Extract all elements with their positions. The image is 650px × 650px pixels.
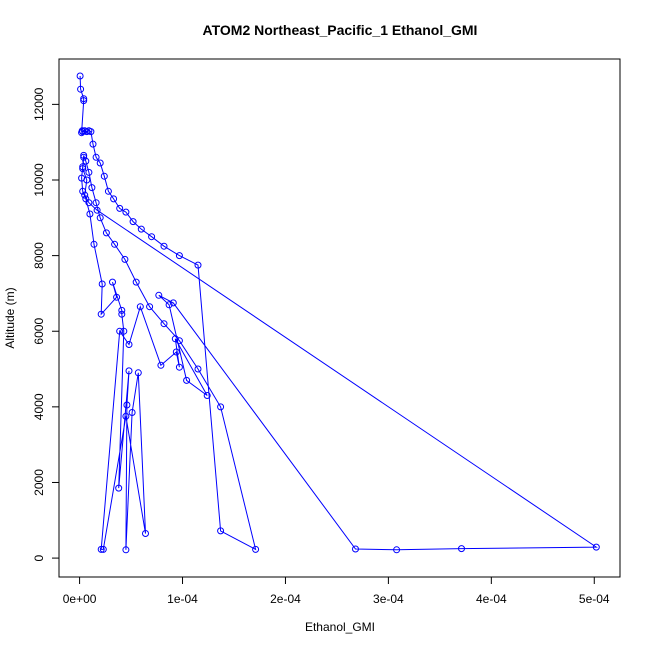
data-point (171, 335, 179, 343)
data-point (99, 545, 107, 553)
x-tick-label: 5e-04 (579, 592, 610, 606)
data-point (100, 172, 108, 180)
y-axis-label: Altitude (m) (3, 287, 17, 348)
data-point (88, 184, 96, 192)
data-point (104, 187, 112, 195)
data-point (118, 310, 126, 318)
y-tick-label: 6000 (32, 318, 46, 345)
data-point (175, 363, 183, 371)
data-point (92, 199, 100, 207)
data-point (148, 233, 156, 241)
chart-title: ATOM2 Northeast_Pacific_1 Ethanol_GMI (203, 22, 478, 38)
x-tick-label: 4e-04 (476, 592, 507, 606)
data-point (90, 240, 98, 248)
data-point (87, 128, 95, 136)
y-axis: 0 2000 4000 6000 8000 10000 12000 (32, 87, 60, 561)
data-point (217, 403, 225, 411)
data-point (172, 348, 180, 356)
data-point (111, 240, 119, 248)
data-point (102, 229, 110, 237)
y-tick-label: 4000 (32, 393, 46, 420)
data-point (125, 341, 133, 348)
data-point (93, 206, 101, 214)
data-point (125, 367, 133, 375)
data-point (592, 543, 600, 551)
data-point (121, 255, 129, 263)
data-point (203, 392, 211, 399)
data-point (79, 187, 87, 195)
data-point (393, 546, 401, 554)
data-point (97, 545, 105, 553)
data-point (80, 151, 88, 159)
data-point (122, 412, 130, 420)
data-point (86, 210, 94, 218)
data-point (160, 320, 168, 328)
data-point (137, 225, 145, 233)
x-axis: 0e+00 1e-04 2e-04 3e-04 4e-04 5e-04 (63, 576, 610, 606)
data-point (79, 165, 87, 173)
x-axis-label: Ethanol_GMI (305, 620, 375, 634)
data-point (118, 306, 126, 314)
x-tick-label: 0e+00 (63, 592, 97, 606)
series-line (79, 75, 598, 551)
data-point (252, 545, 260, 553)
data-point (122, 546, 130, 554)
data-point (142, 530, 149, 537)
data-point (136, 303, 144, 311)
data-point (113, 293, 121, 301)
data-point (183, 376, 191, 384)
data-point (217, 527, 225, 535)
data-series (76, 72, 600, 554)
data-point (77, 85, 85, 93)
data-point (352, 545, 359, 553)
data-point (175, 337, 183, 345)
data-point (109, 278, 116, 286)
x-tick-label: 2e-04 (270, 592, 301, 606)
data-point (194, 365, 202, 373)
data-point (134, 369, 142, 377)
data-point (92, 153, 100, 161)
y-tick-label: 0 (32, 554, 46, 561)
data-point (83, 176, 91, 184)
y-tick-label: 10000 (32, 163, 46, 197)
data-point (165, 301, 173, 309)
data-point (175, 252, 183, 260)
data-point (146, 303, 154, 311)
data-point (116, 204, 124, 212)
data-point (169, 299, 177, 307)
x-tick-label: 1e-04 (167, 592, 198, 606)
y-tick-label: 8000 (32, 242, 46, 269)
data-point (96, 214, 104, 222)
data-point (115, 484, 123, 492)
data-point (80, 97, 88, 105)
data-point (76, 72, 84, 80)
data-point (155, 291, 163, 299)
data-point (128, 409, 136, 416)
data-point (194, 261, 202, 269)
y-tick-label: 2000 (32, 469, 46, 496)
data-point (96, 159, 104, 167)
data-point (157, 361, 165, 369)
data-point (123, 401, 131, 409)
data-point (110, 195, 118, 203)
data-point (160, 242, 168, 250)
data-point (97, 310, 105, 318)
data-point (89, 140, 97, 148)
data-point (80, 153, 88, 161)
data-point (81, 191, 89, 199)
data-point (120, 327, 128, 335)
data-point (116, 327, 124, 335)
x-tick-label: 3e-04 (373, 592, 404, 606)
data-point (80, 95, 88, 103)
data-point (98, 280, 106, 288)
data-point (85, 199, 93, 207)
y-tick-label: 12000 (32, 87, 46, 121)
data-point (129, 218, 137, 226)
data-point (85, 168, 93, 176)
data-point (122, 208, 130, 216)
data-point (132, 278, 140, 286)
data-point (458, 545, 465, 553)
